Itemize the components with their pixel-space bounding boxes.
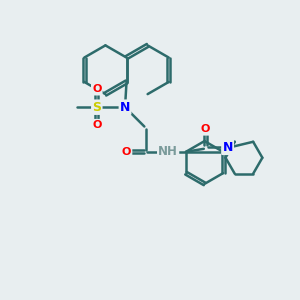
Text: O: O xyxy=(92,120,101,130)
Text: O: O xyxy=(92,84,101,94)
Text: N: N xyxy=(120,101,130,114)
Text: O: O xyxy=(201,124,210,134)
Text: NH: NH xyxy=(158,145,178,158)
Text: O: O xyxy=(122,147,131,157)
Text: N: N xyxy=(222,141,233,154)
Text: S: S xyxy=(92,101,101,114)
